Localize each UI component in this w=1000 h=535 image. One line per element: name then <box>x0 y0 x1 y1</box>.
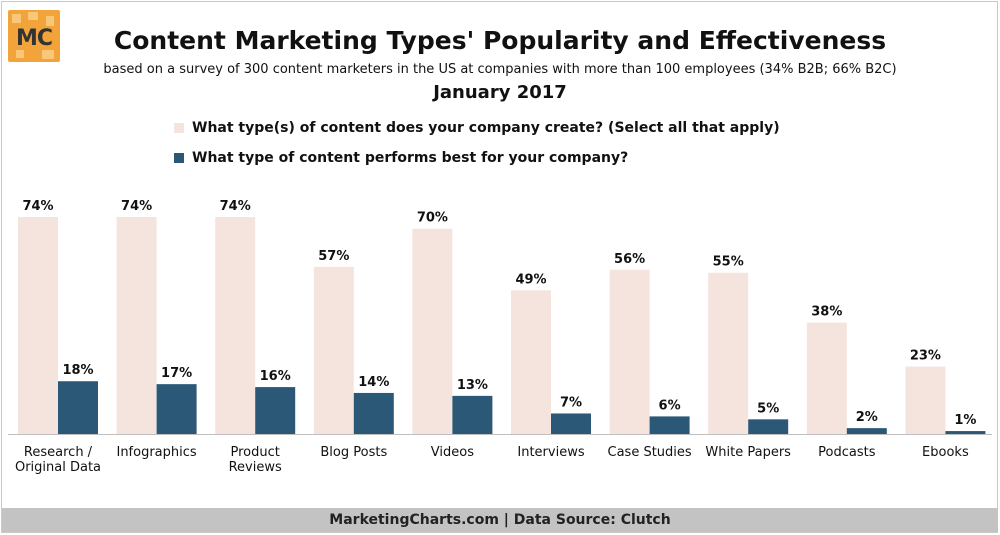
data-label-series-1-1: 17% <box>161 366 192 381</box>
data-label-series-1-5: 7% <box>560 395 582 410</box>
data-label-series-1-0: 18% <box>62 363 93 378</box>
category-label-3: Blog Posts <box>320 445 387 460</box>
chart-date: January 2017 <box>433 82 567 103</box>
data-label-series-1-9: 1% <box>954 413 976 428</box>
data-label-series-0-8: 38% <box>811 305 842 320</box>
bar-series-0-4 <box>412 228 453 434</box>
data-label-series-0-1: 74% <box>121 199 152 214</box>
data-label-series-1-8: 2% <box>856 410 878 425</box>
bar-series-0-1 <box>116 217 157 434</box>
bar-series-1-5 <box>551 413 591 434</box>
marketingcharts-logo: MC <box>8 10 60 62</box>
data-label-series-1-2: 16% <box>260 369 291 384</box>
category-label-4: Videos <box>431 445 474 460</box>
data-label-series-0-6: 56% <box>614 252 645 267</box>
legend-swatch-content-created <box>174 123 184 133</box>
bar-series-1-3 <box>353 392 394 434</box>
category-label-2: Product Reviews <box>229 445 282 475</box>
data-label-series-0-4: 70% <box>417 211 448 226</box>
category-label-0: Research / Original Data <box>15 445 101 475</box>
data-label-series-0-3: 57% <box>318 249 349 264</box>
bar-series-1-4 <box>452 395 493 434</box>
legend-label-content-performs-best: What type of content performs best for y… <box>192 150 629 166</box>
legend-entry-content-created: What type(s) of content does your compan… <box>174 120 780 136</box>
bar-series-0-6 <box>609 269 650 434</box>
chart-title: Content Marketing Types' Popularity and … <box>113 26 887 55</box>
bar-series-0-2 <box>215 217 256 434</box>
bar-series-1-9 <box>945 431 986 434</box>
data-label-series-1-3: 14% <box>358 375 389 390</box>
data-label-series-1-4: 13% <box>457 378 488 393</box>
legend-entry-content-performs-best: What type of content performs best for y… <box>174 150 628 166</box>
data-label-series-0-9: 23% <box>910 349 941 364</box>
bar-series-1-7 <box>748 419 789 434</box>
bar-series-0-3 <box>313 266 354 434</box>
category-label-1: Infographics <box>116 445 196 460</box>
data-label-series-0-7: 55% <box>713 255 744 270</box>
logo-text: MC <box>15 26 53 51</box>
bar-series-1-2 <box>255 387 296 434</box>
category-label-9: Ebooks <box>922 445 969 460</box>
category-label-6: Case Studies <box>608 445 692 460</box>
category-label-5: Interviews <box>517 445 584 460</box>
footer-source: MarketingCharts.com | Data Source: Clutc… <box>2 508 998 532</box>
legend-swatch-content-performs-best <box>174 153 184 163</box>
data-label-series-0-2: 74% <box>220 199 251 214</box>
bar-series-0-7 <box>708 272 749 434</box>
bar-series-1-1 <box>156 384 197 434</box>
bar-series-1-8 <box>846 428 887 434</box>
bar-series-0-5 <box>511 290 551 434</box>
data-label-series-1-6: 6% <box>659 398 681 413</box>
legend-label-content-created: What type(s) of content does your compan… <box>192 120 780 136</box>
bar-series-0-9 <box>905 366 946 434</box>
bar-series-1-6 <box>649 416 690 434</box>
chart-subtitle: based on a survey of 300 content markete… <box>103 62 897 77</box>
bar-series-0-8 <box>806 322 847 434</box>
category-label-8: Podcasts <box>818 445 876 460</box>
data-label-series-0-0: 74% <box>22 199 53 214</box>
bar-series-0-0 <box>18 217 58 434</box>
data-label-series-0-5: 49% <box>515 272 546 287</box>
category-label-7: White Papers <box>705 445 791 460</box>
data-label-series-1-7: 5% <box>757 401 779 416</box>
bar-series-1-0 <box>58 381 98 434</box>
